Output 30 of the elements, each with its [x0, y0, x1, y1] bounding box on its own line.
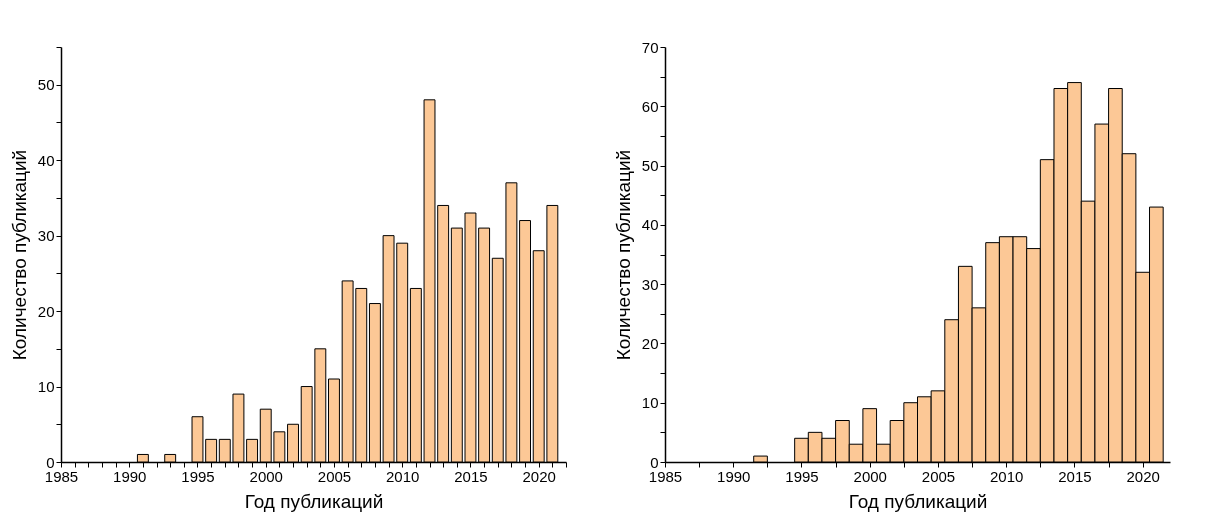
y-axis-title: Количество публикаций: [8, 149, 30, 361]
y-tick-label: 50: [37, 76, 55, 94]
x-tick-label: 2020: [522, 467, 556, 485]
x-tick-label: 1995: [785, 467, 819, 485]
x-tick-label: 1990: [717, 467, 751, 485]
y-tick-label: 20: [37, 302, 55, 320]
y-tick-label: 10: [37, 378, 55, 396]
x-tick-label: 2000: [853, 467, 887, 485]
x-tick-label: 2000: [249, 467, 283, 485]
y-tick-label: 70: [641, 38, 659, 56]
y-tick-label: 20: [641, 334, 659, 352]
x-tick-label: 2010: [990, 467, 1024, 485]
y-tick-label: 30: [641, 275, 659, 293]
x-tick-label: 2005: [317, 467, 352, 485]
x-tick-label: 2010: [386, 467, 420, 485]
x-tick-label: 2015: [1058, 467, 1092, 485]
y-tick-label: 10: [641, 394, 659, 412]
y-tick-label: 40: [641, 216, 659, 234]
y-tick-label: 60: [641, 97, 659, 115]
x-tick-label: 2005: [921, 467, 956, 485]
x-axis-title: Год публикаций: [848, 490, 988, 512]
x-tick-label: 1990: [113, 467, 147, 485]
y-axis-title: Количество публикаций: [612, 149, 634, 361]
y-tick-label: 50: [641, 157, 659, 175]
x-tick-label: 1995: [181, 467, 215, 485]
y-tick-label: 40: [37, 151, 55, 169]
x-tick-label: 2020: [1126, 467, 1160, 485]
y-tick-label: 30: [37, 227, 55, 245]
x-tick-label: 2015: [454, 467, 488, 485]
x-axis-title: Год публикаций: [244, 490, 384, 512]
